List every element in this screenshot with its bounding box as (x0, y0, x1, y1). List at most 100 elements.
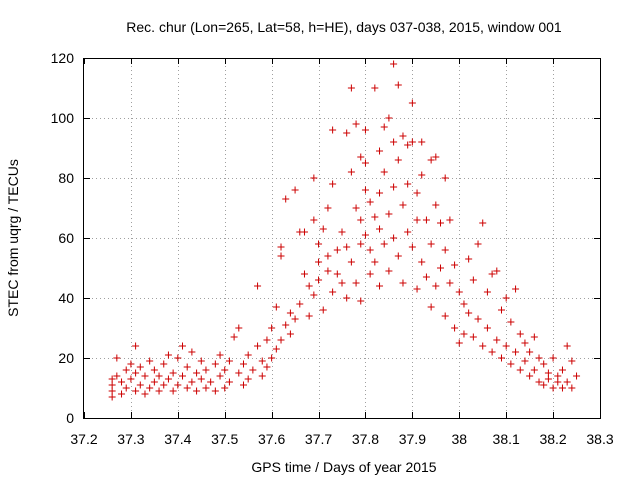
data-point (441, 312, 449, 320)
data-point (361, 231, 369, 239)
data-point (390, 60, 398, 68)
data-point (540, 360, 548, 368)
data-point (146, 357, 154, 365)
data-point (418, 138, 426, 146)
data-point (352, 279, 360, 287)
data-point (333, 246, 341, 254)
data-point (376, 147, 384, 155)
data-point (347, 84, 355, 92)
data-point (390, 138, 398, 146)
data-point (127, 360, 135, 368)
data-point (371, 213, 379, 221)
data-point (225, 378, 233, 386)
data-point (108, 381, 116, 389)
data-point (465, 309, 473, 317)
data-point (432, 201, 440, 209)
data-point (497, 306, 505, 314)
data-point (357, 297, 365, 305)
data-point (376, 189, 384, 197)
data-point (568, 384, 576, 392)
data-point (183, 384, 191, 392)
data-point (563, 342, 571, 350)
data-point (108, 387, 116, 395)
data-point (418, 171, 426, 179)
data-point (469, 333, 477, 341)
data-point (558, 384, 566, 392)
data-point (404, 141, 412, 149)
data-point (427, 240, 435, 248)
data-point (460, 300, 468, 308)
data-point (338, 279, 346, 287)
data-point (305, 312, 313, 320)
data-point (174, 354, 182, 362)
data-point (305, 282, 313, 290)
data-point (432, 282, 440, 290)
data-point (563, 378, 571, 386)
data-point (483, 324, 491, 332)
data-point (366, 246, 374, 254)
data-point (413, 216, 421, 224)
data-point (118, 378, 126, 386)
x-tick-label: 37.3 (117, 431, 144, 447)
data-point (507, 318, 515, 326)
data-point (127, 375, 135, 383)
data-point (474, 240, 482, 248)
data-point (512, 348, 520, 356)
x-axis-label: GPS time / Days of year 2015 (251, 459, 436, 475)
y-tick-label: 40 (58, 290, 74, 306)
data-point (385, 267, 393, 275)
data-point (169, 387, 177, 395)
data-point (197, 375, 205, 383)
data-point (371, 258, 379, 266)
data-point (530, 333, 538, 341)
data-point (380, 168, 388, 176)
data-point (113, 354, 121, 362)
data-point (352, 120, 360, 128)
data-point (108, 393, 116, 401)
data-point (507, 360, 515, 368)
x-tick-label: 37.2 (70, 431, 97, 447)
data-point (502, 342, 510, 350)
data-point (516, 330, 524, 338)
data-point (118, 390, 126, 398)
data-point (343, 129, 351, 137)
data-point (286, 330, 294, 338)
data-point (361, 159, 369, 167)
data-point (132, 387, 140, 395)
data-point (202, 366, 210, 374)
data-point (155, 387, 163, 395)
data-point (230, 333, 238, 341)
data-point (211, 387, 219, 395)
data-point (554, 372, 562, 380)
data-point (422, 273, 430, 281)
data-point (366, 270, 374, 278)
data-point (465, 255, 473, 263)
data-point (357, 216, 365, 224)
data-point (361, 126, 369, 134)
data-point (258, 357, 266, 365)
data-point (488, 348, 496, 356)
data-point (530, 366, 538, 374)
data-point (132, 369, 140, 377)
data-point (263, 336, 271, 344)
data-point (352, 204, 360, 212)
data-point (394, 81, 402, 89)
data-points (108, 60, 581, 401)
data-point (150, 366, 158, 374)
data-point (188, 378, 196, 386)
data-point (141, 372, 149, 380)
data-point (333, 270, 341, 278)
data-point (174, 381, 182, 389)
data-point (286, 309, 294, 317)
data-point (474, 315, 482, 323)
data-point (315, 258, 323, 266)
data-point (347, 168, 355, 176)
data-point (338, 228, 346, 236)
y-tick-label: 20 (58, 350, 74, 366)
data-point (404, 180, 412, 188)
plot-frame (83, 58, 601, 419)
data-point (535, 378, 543, 386)
data-point (371, 84, 379, 92)
data-point (258, 372, 266, 380)
